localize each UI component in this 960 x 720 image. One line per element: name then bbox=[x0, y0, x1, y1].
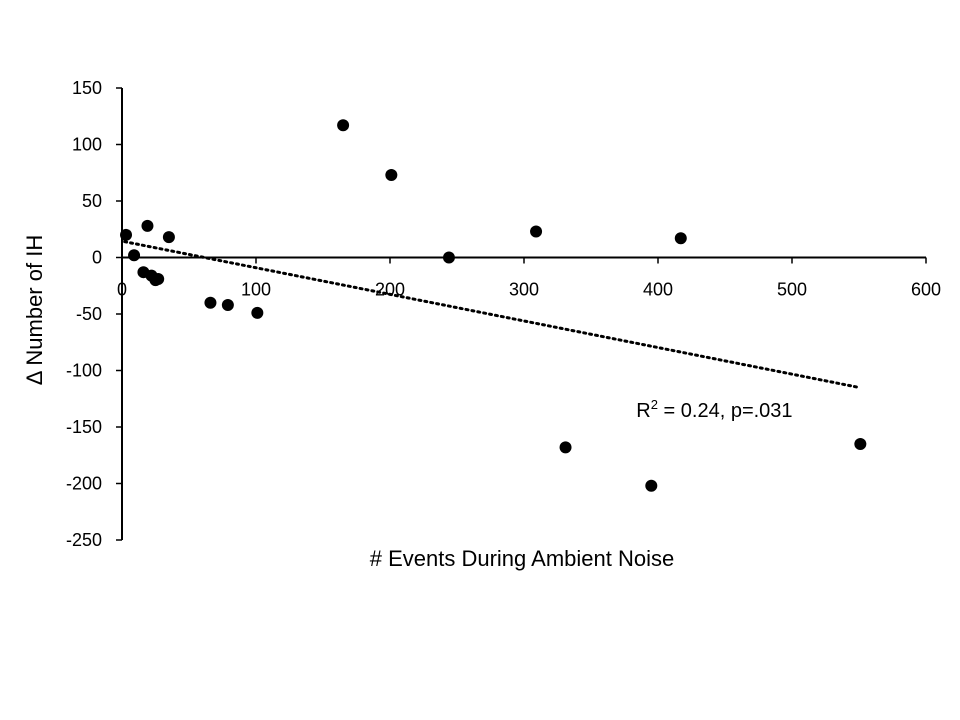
y-tick-label: -100 bbox=[66, 361, 102, 381]
x-tick-label: 0 bbox=[117, 280, 127, 300]
y-tick-label: -150 bbox=[66, 417, 102, 437]
y-ticks: 150 100 50 0 -50 -100 -150 -200 -250 bbox=[66, 78, 122, 550]
x-tick-label: 600 bbox=[911, 280, 941, 300]
x-tick-label: 300 bbox=[509, 280, 539, 300]
axes bbox=[121, 88, 926, 540]
x-tick-label: 100 bbox=[241, 280, 271, 300]
data-point bbox=[442, 251, 455, 264]
trendline-group bbox=[123, 240, 861, 389]
y-tick-label: 0 bbox=[92, 248, 102, 268]
data-points bbox=[120, 119, 867, 492]
y-tick-label: 100 bbox=[72, 135, 102, 155]
data-point bbox=[559, 441, 572, 454]
data-point bbox=[854, 437, 867, 450]
y-tick-label: -200 bbox=[66, 474, 102, 494]
y-tick-label: -250 bbox=[66, 530, 102, 550]
data-point bbox=[204, 296, 217, 309]
data-point bbox=[385, 169, 398, 182]
y-tick-label: -50 bbox=[76, 304, 102, 324]
data-point bbox=[645, 479, 658, 492]
data-point bbox=[337, 119, 350, 132]
data-point bbox=[162, 231, 175, 244]
x-tick-label: 400 bbox=[643, 280, 673, 300]
y-axis-title: Δ Number of IH bbox=[22, 235, 47, 385]
data-point bbox=[152, 272, 165, 285]
y-tick-label: 50 bbox=[82, 191, 102, 211]
annotation-prefix: R bbox=[636, 400, 650, 422]
annotation-superscript: 2 bbox=[651, 397, 658, 412]
data-point bbox=[120, 228, 133, 241]
data-point bbox=[221, 298, 234, 311]
data-point bbox=[141, 219, 154, 232]
data-point bbox=[128, 249, 141, 262]
annotation-suffix: = 0.24, p=.031 bbox=[658, 400, 793, 422]
data-point bbox=[251, 306, 264, 319]
data-point bbox=[674, 232, 687, 245]
x-ticks: 0 100 200 300 400 500 600 bbox=[117, 257, 941, 300]
r-squared-annotation: R2 = 0.24, p=.031 bbox=[636, 397, 792, 422]
trendline bbox=[123, 240, 861, 389]
x-axis-title: # Events During Ambient Noise bbox=[370, 546, 675, 571]
y-tick-label: 150 bbox=[72, 78, 102, 98]
x-tick-label: 500 bbox=[777, 280, 807, 300]
data-point bbox=[530, 225, 543, 238]
